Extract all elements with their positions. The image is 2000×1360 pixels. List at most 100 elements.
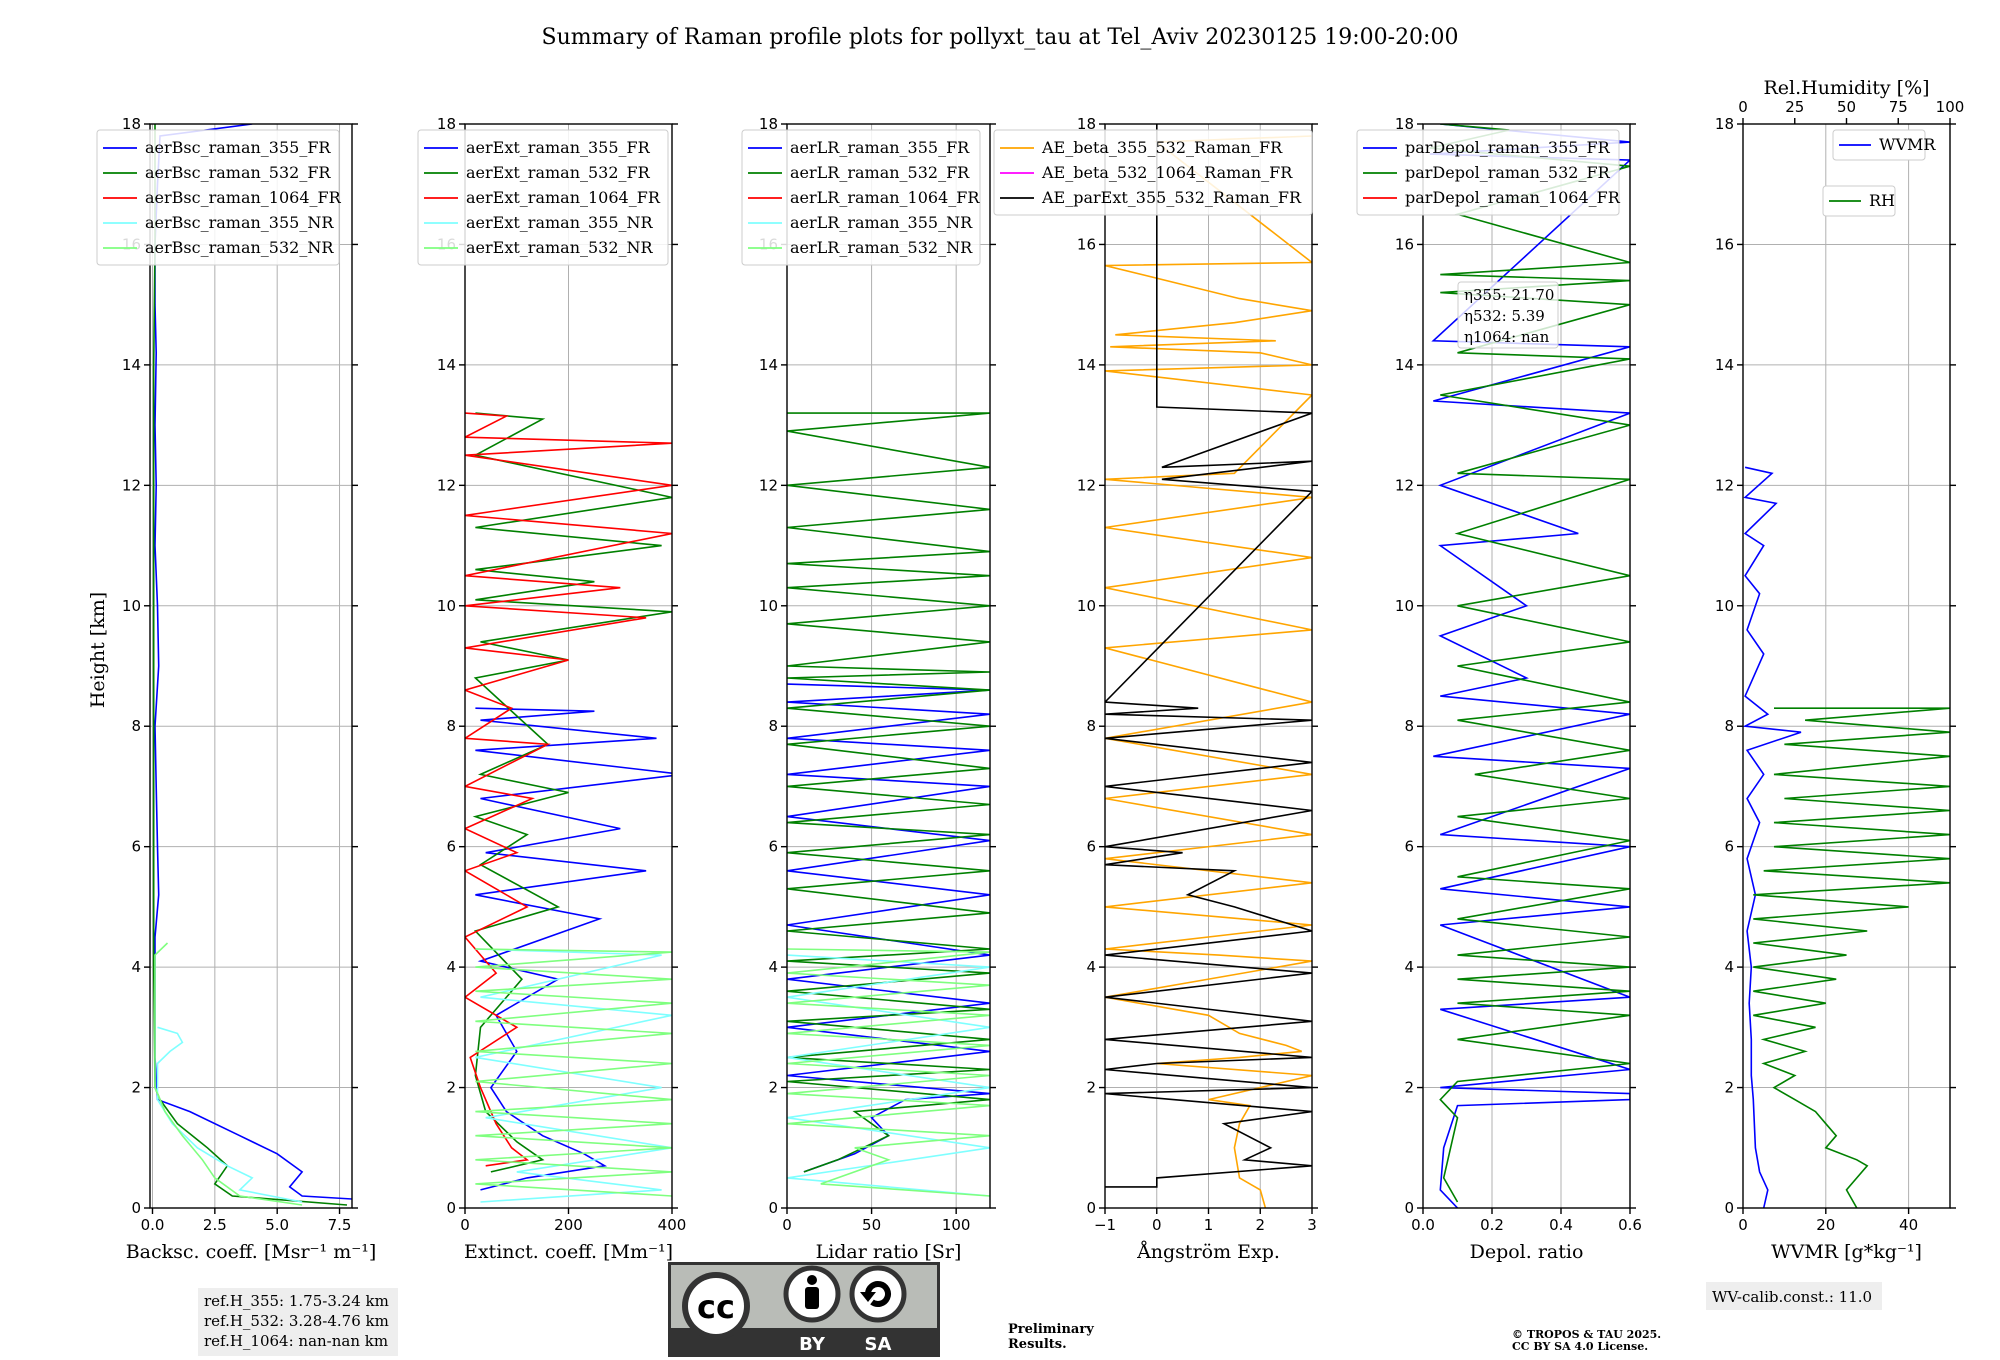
x-axis-label: Depol. ratio [1470,1241,1584,1263]
x-axis-label: Ångström Exp. [1136,1241,1280,1263]
xtick-label-4: 3 [1307,1216,1317,1234]
ytick-label-1: 2 [1724,1079,1734,1097]
ytick-label-2: 4 [131,958,141,976]
series-aerLR_raman_355_NR [787,954,990,1197]
ytick-label-5: 10 [1715,597,1734,615]
series-aerExt_raman_355_FR [475,707,672,1191]
series-aerBsc_raman_532_NR [154,942,303,1206]
legend-box [993,129,1313,216]
sa-share-arrowhead [860,1292,876,1302]
ytick-label-0: 0 [768,1199,778,1217]
series-aerExt_raman_355_NR [475,948,672,1203]
xtick-label-2: 40 [1899,1216,1918,1234]
ytick-label-0: 0 [446,1199,456,1217]
ytick-label-3: 6 [1724,838,1734,856]
xtick-label-3: 7.5 [328,1216,352,1234]
series-AE_parExt_355_532_Raman_FR [1105,124,1312,1188]
legend-label-2: aerBsc_raman_1064_FR [145,188,342,207]
series-aerExt_raman_1064_FR [465,412,672,1167]
ref-height-0: ref.H_355: 1.75-3.24 km [204,1292,389,1310]
ytick-label-6: 12 [1077,476,1096,494]
series-aerExt_raman_532_NR [475,948,672,1197]
figure-title: Summary of Raman profile plots for polly… [542,25,1459,50]
xtick-label-1: 2.5 [203,1216,227,1234]
xtick-label-0: −1 [1094,1216,1116,1234]
ytick-label-4: 8 [1404,717,1414,735]
ytick-label-2: 4 [446,958,456,976]
series-parDepol_raman_532_FR [1429,124,1630,1203]
ytick-label-1: 2 [1086,1079,1096,1097]
ytick-label-2: 4 [768,958,778,976]
ytick-label-5: 10 [122,597,141,615]
legend-label-3: aerExt_raman_355_NR [466,213,654,232]
ytick-label-6: 12 [122,476,141,494]
legend-label-3: aerLR_raman_355_NR [790,213,973,232]
eta-value-0: η355: 21.70 [1464,286,1554,304]
ytick-label-6: 12 [1395,476,1414,494]
ytick-label-1: 2 [1404,1079,1414,1097]
eta-box [1457,281,1559,349]
legend-box [417,129,669,266]
xtick-label-2: 1 [1204,1216,1214,1234]
axes-frame [1742,123,1951,1209]
xtick-label-1: 20 [1816,1216,1835,1234]
ytick-label-3: 6 [1404,838,1414,856]
ytick-label-0: 0 [1086,1199,1096,1217]
legend-box [96,129,340,266]
ytick-label-9: 18 [1395,115,1414,133]
legend-label-2: AE_parExt_355_532_Raman_FR [1041,188,1302,207]
sa-label: SA [865,1334,892,1355]
y-axis-label: Height [km] [87,592,109,708]
legend-label-4: aerLR_raman_532_NR [790,238,973,257]
legend-label-2: parDepol_raman_1064_FR [1405,188,1621,207]
ytick-label-0: 0 [1404,1199,1414,1217]
legend-label-2: aerLR_raman_1064_FR [790,188,980,207]
top-tick-label-4: 100 [1936,98,1965,116]
series-aerLR_raman_532_NR [787,948,990,1197]
ytick-label-9: 18 [122,115,141,133]
copyright-line-2: CC BY SA 4.0 License. [1512,1340,1648,1353]
legend-label-0: aerLR_raman_355_FR [790,138,970,157]
ytick-label-9: 18 [759,115,778,133]
legend-label-1: RH [1869,191,1895,210]
legend-label-1: parDepol_raman_532_FR [1405,163,1611,182]
legend-label-4: aerBsc_raman_532_NR [145,238,334,257]
xtick-label-0: 0.0 [1411,1216,1435,1234]
series-aerBsc_raman_355_NR [156,1026,303,1203]
top-tick-label-3: 75 [1889,98,1908,116]
legend-label-2: aerExt_raman_1064_FR [466,188,661,207]
panel-5: 0 2 4 6 8 10 12 14 16 18 0.0 0.2 0.4 0.6 Depol. ratio p… [1356,115,1642,1263]
ytick-label-7: 14 [1715,356,1734,374]
x-axis-label: Lidar ratio [Sr] [816,1241,962,1263]
by-person-head [807,1275,817,1285]
legend-label-0: AE_beta_355_532_Raman_FR [1041,138,1283,157]
ytick-label-5: 10 [1077,597,1096,615]
legend-label-1: AE_beta_532_1064_Raman_FR [1041,163,1293,182]
xtick-label-0: 0 [460,1216,470,1234]
xtick-label-2: 400 [658,1216,687,1234]
ytick-label-5: 10 [759,597,778,615]
series-aerLR_raman_532_FR [787,412,990,1173]
xtick-label-0: 0 [782,1216,792,1234]
xtick-label-1: 200 [554,1216,583,1234]
ytick-label-5: 10 [1395,597,1414,615]
cc-circle-inner [688,1278,744,1334]
preliminary-line-1: Preliminary [1008,1322,1094,1337]
xtick-label-3: 0.6 [1618,1216,1642,1234]
ytick-label-4: 8 [1086,717,1096,735]
ytick-label-2: 4 [1086,958,1096,976]
ytick-label-9: 18 [437,115,456,133]
xtick-label-1: 50 [862,1216,881,1234]
ytick-label-7: 14 [1395,356,1414,374]
top-axis-label: Rel.Humidity [%] [1763,77,1929,99]
ytick-label-9: 18 [1077,115,1096,133]
ytick-label-8: 16 [1395,235,1414,253]
xtick-label-2: 100 [942,1216,971,1234]
ytick-label-5: 10 [437,597,456,615]
by-label: BY [799,1334,826,1355]
series-aerBsc_raman_355_FR [154,124,352,1200]
ytick-label-9: 18 [1715,115,1734,133]
ytick-label-6: 12 [437,476,456,494]
